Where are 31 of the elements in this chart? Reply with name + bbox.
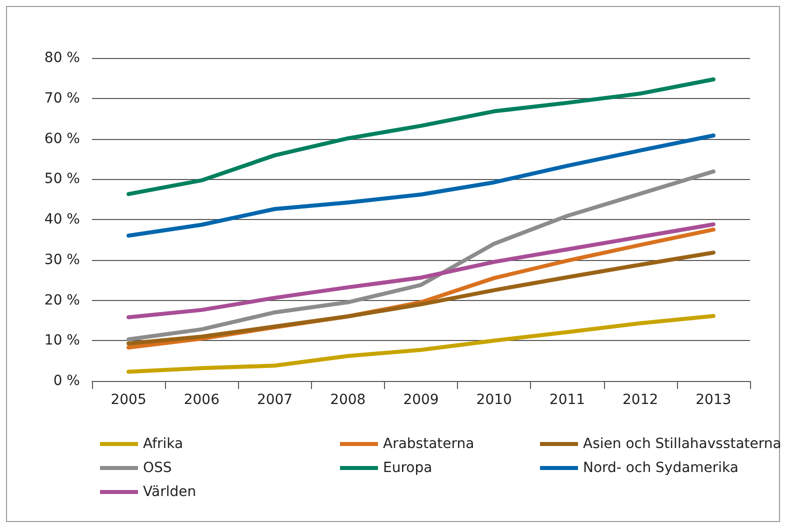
x-tick-label: 2007 <box>256 392 293 408</box>
legend-label: Arabstaterna <box>383 436 474 452</box>
y-tick-label: 50 % <box>44 171 80 188</box>
x-tick-label: 2009 <box>403 392 439 408</box>
line-series <box>126 250 716 346</box>
x-tick-label: 2008 <box>330 392 366 408</box>
y-tick-label: 20 % <box>44 292 80 308</box>
legend-label: Världen <box>143 484 196 500</box>
y-tick-label: 40 % <box>44 212 80 228</box>
x-tick-label: 2011 <box>549 392 586 408</box>
legend-label: OSS <box>143 460 172 476</box>
x-tick-label: 2012 <box>622 392 658 408</box>
line-series <box>126 134 716 238</box>
legend-label: Europa <box>383 460 432 476</box>
legend-label: Nord- och Sydamerika <box>583 460 738 476</box>
y-tick-label: 30 % <box>44 252 80 268</box>
y-tick-label: 80 % <box>44 50 80 66</box>
line-series <box>126 222 716 320</box>
y-tick-label: 70 % <box>44 90 80 106</box>
legend-label: Afrika <box>143 436 184 452</box>
y-tick-label: 60 % <box>44 130 80 147</box>
line-series <box>126 77 716 196</box>
x-tick-label: 2006 <box>184 392 220 408</box>
y-tick-label: 0 % <box>53 373 80 389</box>
legend-label: Asien och Stillahavsstaterna <box>583 436 782 452</box>
x-tick-label: 2010 <box>476 392 512 408</box>
line-series <box>126 169 716 342</box>
x-tick-label: 2013 <box>696 392 732 408</box>
y-tick-label: 10 % <box>44 332 80 349</box>
x-tick-label: 2005 <box>110 392 146 408</box>
line-series <box>126 314 716 374</box>
